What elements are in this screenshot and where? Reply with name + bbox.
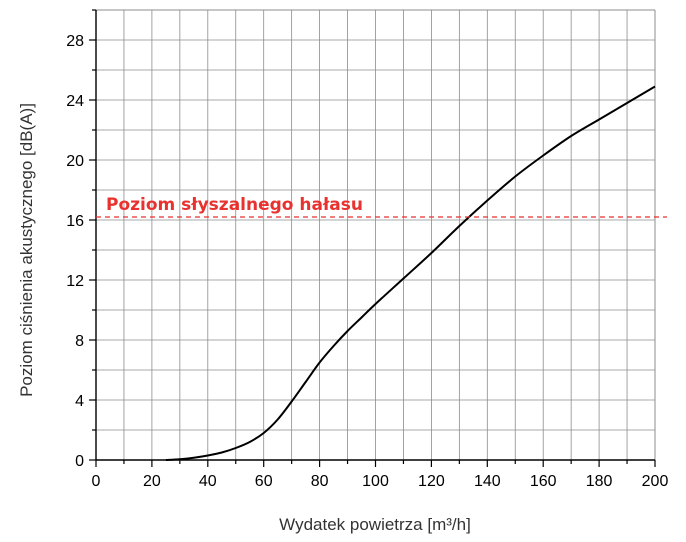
y-tick-label: 16 xyxy=(66,213,84,230)
x-tick-label: 20 xyxy=(143,473,161,490)
x-axis-title: Wydatek powietrza [m³/h] xyxy=(279,515,471,534)
x-tick-label: 60 xyxy=(255,473,273,490)
series-line xyxy=(165,85,656,461)
axis-ticks xyxy=(89,9,656,467)
y-tick-label: 8 xyxy=(75,333,84,350)
tick-labels: 0 20 40 60 80 100 120 140 160 180 200 0 4 8 12 16 20 24 28 xyxy=(66,33,668,490)
series-layer xyxy=(165,85,656,461)
grid xyxy=(96,10,655,460)
x-tick-label: 180 xyxy=(586,473,613,490)
x-tick-label: 80 xyxy=(311,473,329,490)
x-tick-label: 140 xyxy=(474,473,501,490)
y-tick-label: 12 xyxy=(66,273,84,290)
axes xyxy=(95,9,656,461)
reference-line-label: Poziom słyszalnego hałasu xyxy=(106,195,363,215)
y-tick-label: 24 xyxy=(66,93,84,110)
x-tick-label: 100 xyxy=(362,473,389,490)
y-tick-label: 28 xyxy=(66,33,84,50)
y-tick-label: 0 xyxy=(75,453,84,470)
x-tick-label: 200 xyxy=(642,473,669,490)
x-tick-label: 40 xyxy=(199,473,217,490)
y-axis-title: Poziom ciśnienia akustycznego [dB(A)] xyxy=(17,103,36,397)
x-tick-label: 160 xyxy=(530,473,557,490)
x-tick-label: 120 xyxy=(418,473,445,490)
reference-layer: Poziom słyszalnego hałasu xyxy=(96,195,667,218)
y-tick-label: 20 xyxy=(66,153,84,170)
x-tick-label: 0 xyxy=(92,473,101,490)
y-tick-label: 4 xyxy=(75,393,84,410)
